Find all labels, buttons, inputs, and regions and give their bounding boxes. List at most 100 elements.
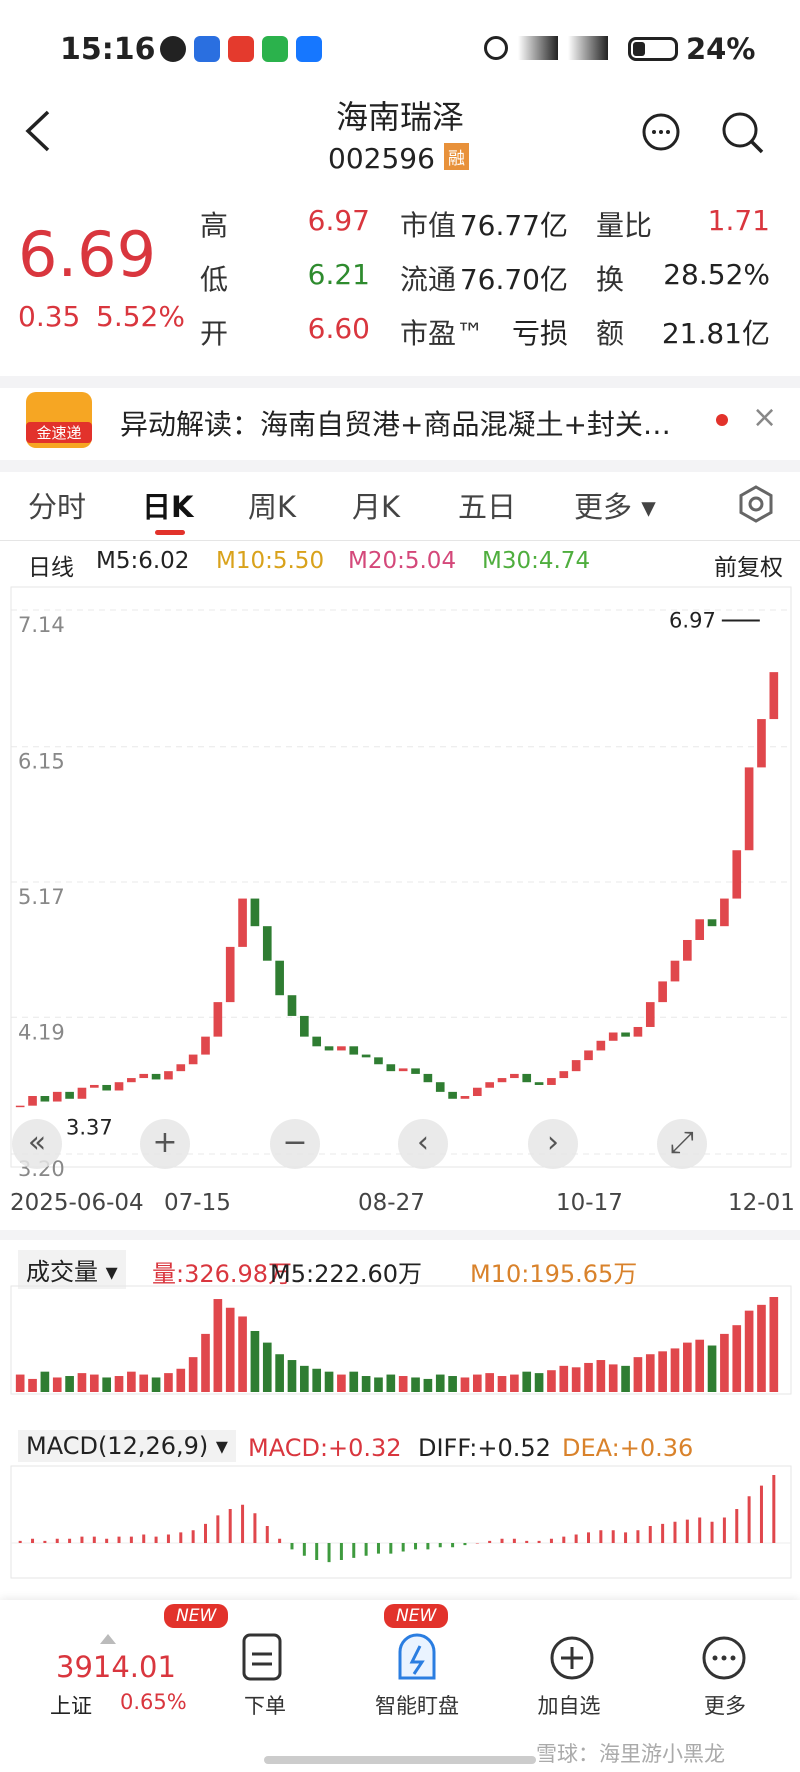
ma-item: M20:5.04 — [348, 548, 457, 574]
candle — [534, 1082, 544, 1085]
volume-bar — [510, 1374, 519, 1392]
tab[interactable]: 更多 ▾ — [574, 490, 656, 524]
volume-bar — [176, 1368, 186, 1392]
volume-bar — [65, 1376, 74, 1392]
macd-bar — [537, 1540, 541, 1543]
separator — [0, 460, 800, 472]
candle — [472, 1087, 482, 1097]
volume-bar — [275, 1354, 284, 1392]
y-tick-label: 7.14 — [18, 613, 65, 637]
candle — [435, 1082, 445, 1092]
nav-label[interactable]: 智能盯盘 — [375, 1694, 459, 1718]
macd-bar — [105, 1538, 109, 1543]
macd-title[interactable]: MACD(12,26,9) ▾ — [18, 1430, 236, 1462]
volume-bar — [213, 1299, 223, 1392]
volume-bar — [386, 1374, 396, 1392]
candle — [522, 1073, 532, 1083]
zoom-out-button[interactable]: − — [270, 1119, 320, 1169]
tab[interactable]: 日K — [142, 490, 194, 524]
back-button[interactable] — [20, 108, 56, 154]
candle — [262, 926, 272, 961]
macd-bar — [747, 1496, 751, 1543]
candle — [324, 1046, 334, 1051]
volume-bar — [683, 1342, 692, 1392]
macd-bar — [154, 1536, 158, 1543]
date-label: 12-01 — [728, 1190, 795, 1216]
candle — [645, 1002, 655, 1027]
macd-bar — [475, 1543, 479, 1544]
volume-bar — [460, 1377, 470, 1392]
nav-label[interactable]: 下单 — [244, 1694, 286, 1718]
volume-legend-item: M5:222.60万 — [270, 1260, 423, 1288]
candle — [510, 1073, 519, 1079]
candle — [40, 1096, 50, 1102]
volume-bar — [337, 1374, 346, 1392]
macd-bar — [228, 1509, 232, 1543]
candle — [102, 1084, 111, 1091]
news-close[interactable]: × — [752, 400, 778, 435]
macd-bar — [241, 1504, 245, 1543]
nav-label[interactable]: 更多 — [704, 1694, 746, 1718]
index-value[interactable]: 3914.01 — [56, 1650, 176, 1684]
volume-bar — [435, 1374, 445, 1392]
date-label: 07-15 — [164, 1190, 231, 1216]
volume-bar — [621, 1365, 630, 1392]
status-icons — [160, 36, 330, 66]
chart-frame — [10, 1465, 792, 1579]
date-label: 2025-06-04 — [10, 1190, 144, 1216]
tab[interactable]: 月K — [352, 490, 401, 524]
macd-bar — [512, 1538, 516, 1543]
fullscreen-button[interactable]: ⤢ — [657, 1119, 707, 1169]
volume-bar — [757, 1304, 766, 1392]
candle — [460, 1096, 470, 1099]
macd-bar — [525, 1540, 529, 1543]
volume-bar — [77, 1373, 87, 1392]
macd-bar — [31, 1538, 35, 1543]
macd-bar — [43, 1540, 47, 1543]
macd-bar — [80, 1536, 84, 1543]
prev-button[interactable]: ‹ — [398, 1119, 448, 1169]
volume-legend-item: 量:326.98万 — [152, 1260, 293, 1288]
news-text[interactable]: 异动解读：海南自贸港+商品混凝土+封关… — [120, 408, 671, 441]
candle — [769, 672, 779, 720]
ma-label: 日线 — [28, 555, 74, 581]
candle — [571, 1060, 581, 1072]
candle — [423, 1073, 433, 1083]
nav-label[interactable]: 加自选 — [537, 1694, 601, 1718]
tab[interactable]: 五日 — [458, 490, 517, 524]
candle — [201, 1036, 210, 1055]
macd-bar — [253, 1513, 257, 1543]
settings-icon[interactable] — [736, 484, 776, 524]
ma-item: M10:5.50 — [216, 548, 325, 574]
macd-bar — [278, 1538, 282, 1543]
macd-bar — [376, 1543, 380, 1554]
macd-bar — [562, 1536, 566, 1543]
zoom-in-button[interactable]: + — [140, 1119, 190, 1169]
next-button[interactable]: › — [528, 1119, 578, 1169]
watermark: 雪球：海里游小黑龙 — [536, 1742, 725, 1766]
stat-value: 76.70亿 — [459, 263, 568, 296]
candle — [720, 898, 729, 927]
service-icon[interactable] — [636, 108, 686, 158]
zoom-left-button[interactable]: « — [12, 1119, 62, 1169]
volume-title[interactable]: 成交量 ▾ — [18, 1250, 126, 1289]
candle — [744, 767, 754, 851]
candle — [559, 1071, 569, 1079]
volume-bar — [411, 1377, 420, 1392]
tab[interactable]: 周K — [248, 490, 297, 524]
stat-label: 市盈™ — [400, 317, 485, 350]
candle — [176, 1064, 186, 1072]
search-icon[interactable] — [718, 108, 768, 158]
candle — [732, 850, 742, 899]
macd-bar — [18, 1540, 22, 1543]
candle — [670, 960, 680, 982]
tab[interactable]: 分时 — [28, 490, 87, 524]
candle — [621, 1032, 630, 1037]
adjust-label[interactable]: 前复权 — [714, 555, 783, 581]
stat-value: 21.81亿 — [661, 317, 770, 350]
date-label: 08-27 — [358, 1190, 425, 1216]
margin-badge: 融 — [444, 143, 469, 170]
battery-text: 24% — [686, 32, 756, 66]
y-tick-label: 5.17 — [18, 885, 65, 909]
candle — [584, 1050, 593, 1061]
